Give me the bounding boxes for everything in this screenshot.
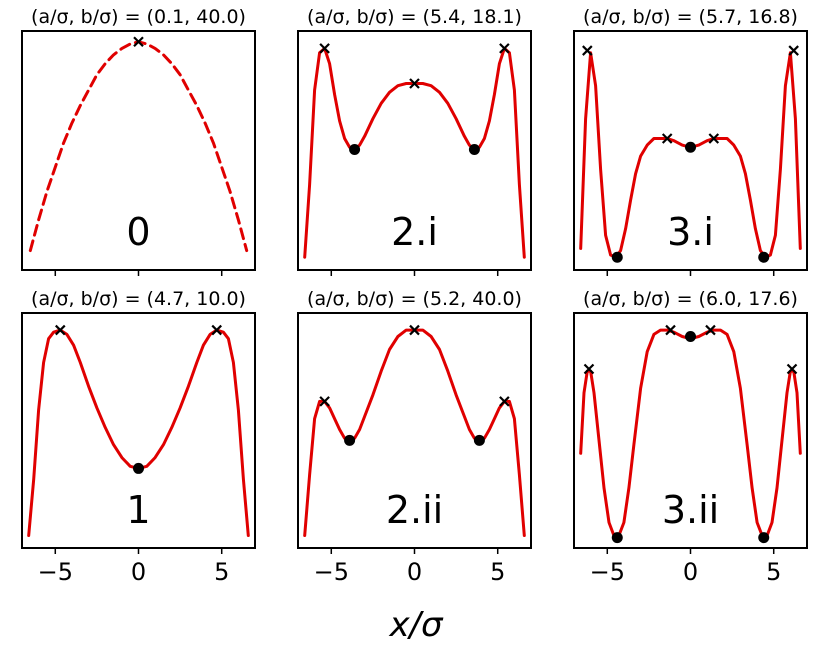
panel-title: (a/σ, b/σ) = (5.7, 16.8): [583, 6, 798, 28]
panel-4: (a/σ, b/σ) = (4.7, 10.0) −5 0 5 1: [21, 288, 256, 586]
maximum-marker: [55, 324, 66, 336]
panel-title: (a/σ, b/σ) = (4.7, 10.0): [31, 288, 246, 310]
panel-2: (a/σ, b/σ) = (5.4, 18.1) 2.i: [297, 6, 532, 276]
x-tick-label: 5: [766, 558, 781, 586]
x-tick-label: 5: [214, 558, 229, 586]
minimum-marker: [468, 143, 480, 155]
maximum-marker: [705, 324, 716, 336]
panel-label: 2.i: [391, 210, 438, 254]
maximum-marker: [582, 45, 593, 56]
maximum-marker: [788, 45, 799, 56]
maximum-marker: [409, 78, 420, 89]
minimum-marker: [685, 141, 696, 153]
panel-title: (a/σ, b/σ) = (5.2, 40.0): [307, 288, 522, 310]
panel-label: 0: [126, 210, 150, 254]
x-tick-label: 5: [490, 558, 505, 586]
x-tick-label: 0: [683, 558, 698, 586]
x-tick-label: 0: [131, 558, 146, 586]
minimum-marker: [611, 251, 623, 263]
minimum-marker: [685, 331, 696, 343]
x-axis-label: x/σ: [388, 605, 444, 645]
maximum-marker: [499, 396, 510, 407]
panel-label: 3.ii: [662, 488, 719, 532]
panel-1: (a/σ, b/σ) = (0.1, 40.0) 0: [21, 6, 256, 276]
panel-5: (a/σ, b/σ) = (5.2, 40.0) −5 0 5 2.ii: [297, 288, 532, 586]
x-tick-label: −5: [314, 558, 349, 586]
maximum-marker: [319, 396, 330, 407]
panels: (a/σ, b/σ) = (0.1, 40.0)0(a/σ, b/σ) = (5…: [21, 6, 808, 586]
minimum-marker: [473, 434, 485, 446]
maximum-marker: [786, 363, 798, 375]
minimum-marker: [349, 143, 361, 155]
panel-6: (a/σ, b/σ) = (6.0, 17.6) −5 0 5 3.ii: [573, 288, 808, 586]
x-tick-label: −5: [38, 558, 73, 586]
maximum-marker: [583, 363, 595, 375]
minimum-marker: [133, 462, 144, 474]
minimum-marker: [611, 532, 623, 544]
maximum-marker: [319, 43, 330, 54]
panel-title: (a/σ, b/σ) = (6.0, 17.6): [583, 288, 798, 310]
panel-label: 3.i: [667, 210, 714, 254]
x-tick-label: −5: [590, 558, 625, 586]
panel-label: 1: [126, 488, 150, 532]
maximum-marker: [661, 133, 673, 144]
x-tick-label: 0: [407, 558, 422, 586]
panel-title: (a/σ, b/σ) = (0.1, 40.0): [31, 6, 246, 28]
minimum-marker: [758, 251, 770, 263]
minimum-marker: [758, 532, 770, 544]
panel-title: (a/σ, b/σ) = (5.4, 18.1): [307, 6, 522, 28]
maximum-marker: [133, 36, 144, 48]
maximum-marker: [499, 43, 510, 54]
maximum-marker: [665, 324, 676, 336]
minimum-marker: [344, 434, 356, 446]
maximum-marker: [708, 133, 720, 144]
panel-3: (a/σ, b/σ) = (5.7, 16.8) 3.i: [573, 6, 808, 276]
panel-label: 2.ii: [386, 488, 443, 532]
maximum-marker: [409, 324, 420, 336]
maximum-marker: [211, 324, 222, 336]
